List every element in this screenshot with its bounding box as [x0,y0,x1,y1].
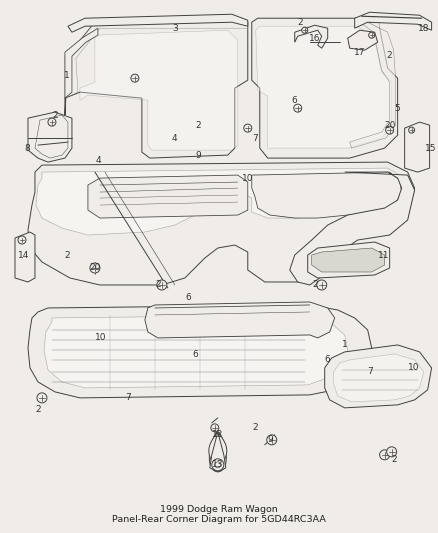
Polygon shape [28,112,72,162]
Polygon shape [80,30,238,150]
Text: 2: 2 [297,18,303,27]
Polygon shape [355,12,431,30]
Circle shape [211,424,219,432]
Polygon shape [209,432,226,472]
Text: 14: 14 [18,251,29,260]
Circle shape [385,126,394,134]
Text: 18: 18 [417,23,429,33]
Text: 2: 2 [64,251,70,260]
Text: 10: 10 [95,334,106,342]
Polygon shape [36,168,408,235]
Text: 2: 2 [155,280,161,289]
Polygon shape [65,18,248,158]
Polygon shape [334,354,424,402]
Polygon shape [325,345,431,408]
Polygon shape [256,26,392,148]
Text: 8: 8 [24,143,30,152]
Polygon shape [28,305,372,398]
Circle shape [90,263,100,273]
Polygon shape [68,14,248,32]
Text: 7: 7 [125,393,131,402]
Text: 6: 6 [292,95,297,104]
Text: 20: 20 [89,263,101,272]
Circle shape [18,236,26,244]
Text: 6: 6 [192,350,198,359]
Text: 10: 10 [242,174,254,183]
Polygon shape [350,22,396,148]
Polygon shape [28,162,415,285]
Polygon shape [295,25,328,48]
Text: 5: 5 [395,103,400,112]
Circle shape [37,393,47,403]
Text: 2: 2 [35,406,41,414]
Circle shape [317,280,327,290]
Text: 1: 1 [64,71,70,79]
Polygon shape [88,175,248,218]
Circle shape [212,459,224,471]
Text: 7: 7 [367,367,373,376]
Text: 16: 16 [309,34,321,43]
Text: 11: 11 [378,251,389,260]
Text: 1: 1 [342,341,348,350]
Polygon shape [65,18,248,98]
Polygon shape [348,30,378,50]
Polygon shape [145,302,335,338]
Text: 2: 2 [392,455,397,464]
Text: 4: 4 [172,134,178,143]
Polygon shape [405,122,430,172]
Circle shape [380,450,390,460]
Text: 15: 15 [424,143,436,152]
Text: 10: 10 [408,364,419,373]
Text: 17: 17 [354,47,365,56]
Circle shape [302,27,308,33]
Text: 4: 4 [95,156,101,165]
Polygon shape [15,232,35,282]
Circle shape [294,104,302,112]
Circle shape [267,435,277,445]
Circle shape [369,32,374,38]
Text: 9: 9 [267,435,272,445]
Text: 6: 6 [185,294,191,302]
Text: 1999 Dodge Ram Wagon
Panel-Rear Corner Diagram for 5GD44RC3AA: 1999 Dodge Ram Wagon Panel-Rear Corner D… [112,505,326,524]
Circle shape [387,447,397,457]
Text: 3: 3 [172,23,178,33]
Text: 13: 13 [212,461,223,470]
Text: 12: 12 [212,430,223,439]
Text: 2: 2 [195,120,201,130]
Circle shape [48,118,56,126]
Polygon shape [35,115,68,158]
Polygon shape [65,28,98,98]
Circle shape [157,280,167,290]
Text: 20: 20 [384,120,396,130]
Polygon shape [209,432,227,470]
Text: 6: 6 [325,356,331,365]
Text: 2: 2 [312,280,318,289]
Circle shape [409,127,415,133]
Polygon shape [210,432,226,472]
Text: 2: 2 [387,51,392,60]
Text: 7: 7 [252,134,258,143]
Polygon shape [252,172,402,218]
Text: 9: 9 [195,151,201,159]
Polygon shape [308,242,390,278]
Polygon shape [290,172,415,285]
Polygon shape [312,248,385,272]
Text: 2: 2 [52,111,58,119]
Polygon shape [44,315,348,388]
Circle shape [131,74,139,82]
Polygon shape [252,18,398,158]
Text: 2: 2 [252,423,258,432]
Circle shape [244,124,252,132]
